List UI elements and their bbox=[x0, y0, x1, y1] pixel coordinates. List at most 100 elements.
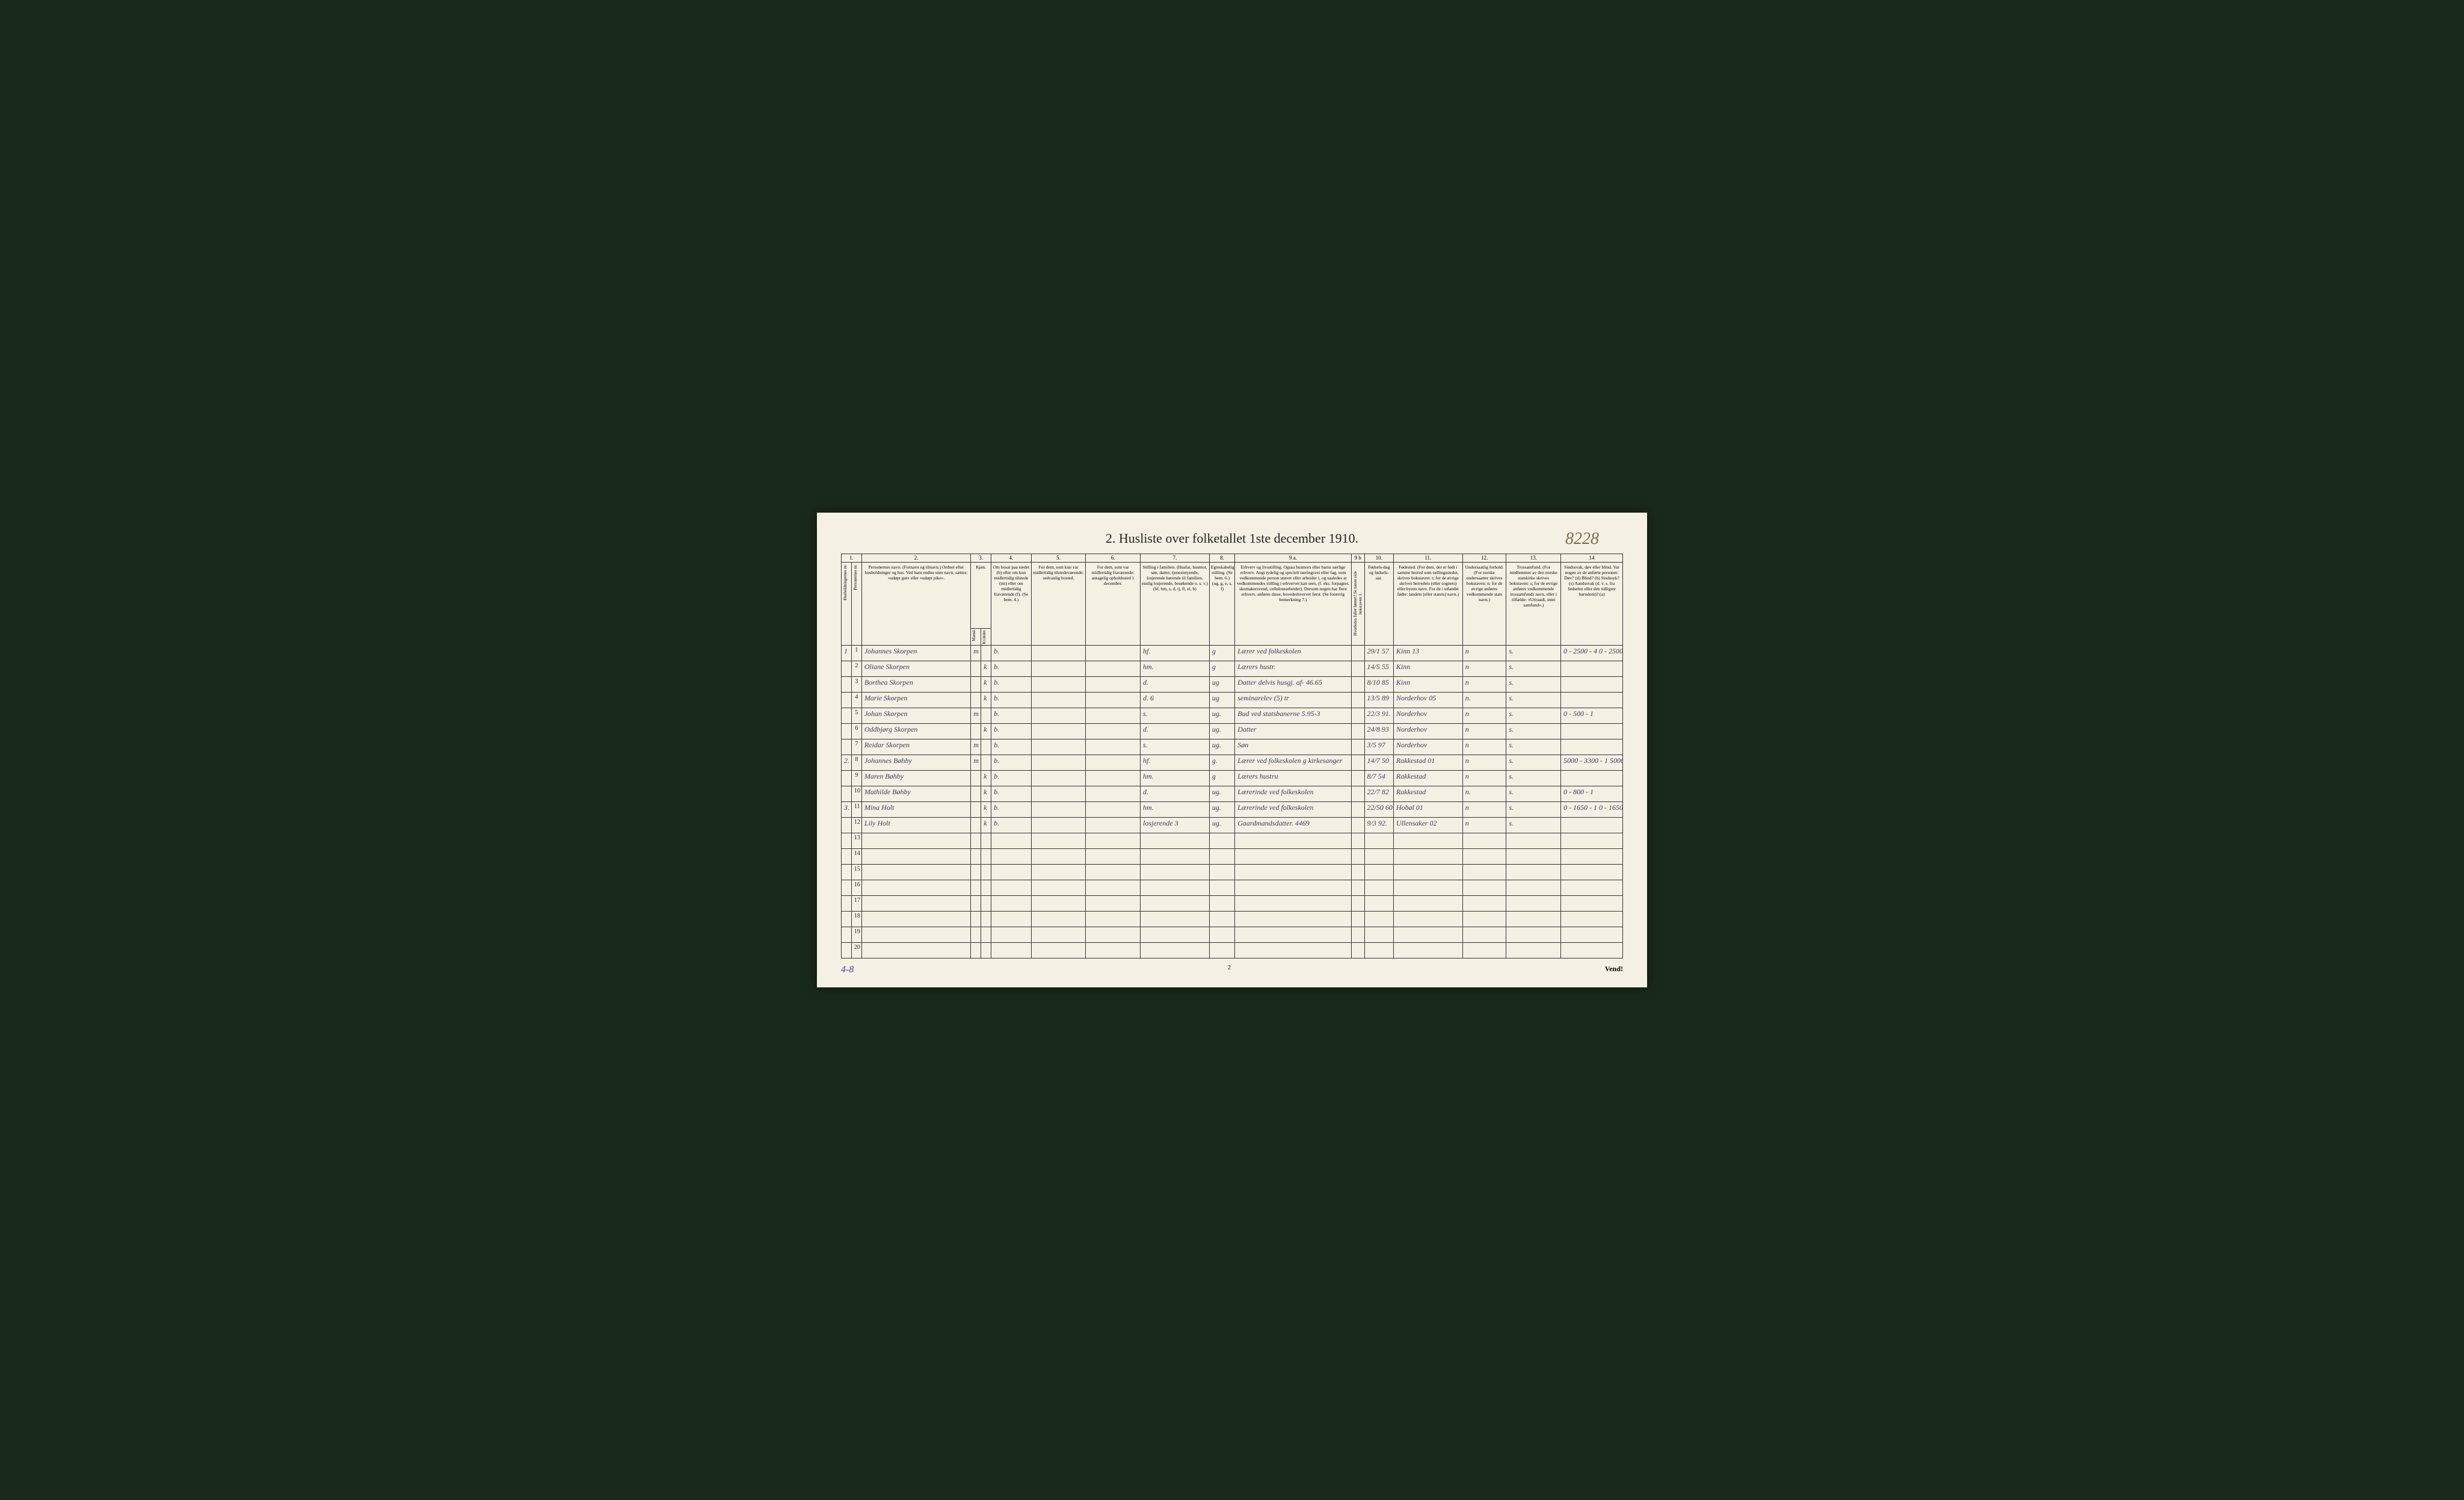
cell-hh bbox=[842, 723, 852, 739]
cell-hh bbox=[842, 927, 852, 942]
cell-egte: ug. bbox=[1209, 786, 1234, 801]
cell-hoved bbox=[1351, 880, 1364, 895]
cell-m: m bbox=[971, 739, 981, 755]
cell-hoved bbox=[1351, 739, 1364, 755]
cell-fsted: Rakkestad bbox=[1393, 770, 1462, 786]
cell-hoved bbox=[1351, 723, 1364, 739]
cell-frav bbox=[1086, 786, 1141, 801]
cell-m bbox=[971, 864, 981, 880]
cell-bosat: b. bbox=[991, 676, 1032, 692]
cell-tilstede bbox=[1031, 723, 1086, 739]
cell-k bbox=[981, 927, 991, 942]
cell-pn: 18 bbox=[851, 911, 861, 927]
cell-name bbox=[861, 895, 970, 911]
hdr-sinds: Sindssvak, døv eller blind. Var nogen av… bbox=[1561, 563, 1623, 645]
colnum-8: 8. bbox=[1209, 554, 1234, 563]
cell-pn: 1 bbox=[851, 645, 861, 661]
cell-hh bbox=[842, 739, 852, 755]
cell-tros bbox=[1506, 942, 1561, 958]
cell-erhverv: Datter bbox=[1235, 723, 1352, 739]
cell-stilling: hm. bbox=[1141, 770, 1210, 786]
cell-egte bbox=[1209, 942, 1234, 958]
cell-frav bbox=[1086, 927, 1141, 942]
cell-fdato bbox=[1364, 880, 1393, 895]
cell-frav bbox=[1086, 801, 1141, 817]
cell-bosat: b. bbox=[991, 739, 1032, 755]
cell-sinds bbox=[1561, 676, 1623, 692]
hdr-tilstede: For dem, som kun var midlertidig tilsted… bbox=[1031, 563, 1086, 645]
cell-erhverv: Datter delvis husgj. af- 46.65 bbox=[1235, 676, 1352, 692]
cell-erhverv: Bud ved statsbanerne 5.95-3 bbox=[1235, 708, 1352, 723]
cell-pn: 2 bbox=[851, 661, 861, 676]
cell-fsted bbox=[1393, 911, 1462, 927]
colnum-14: 14 bbox=[1561, 554, 1623, 563]
cell-bosat bbox=[991, 942, 1032, 958]
cell-tilstede bbox=[1031, 645, 1086, 661]
cell-sinds bbox=[1561, 864, 1623, 880]
cell-fdato: 13/5 89 bbox=[1364, 692, 1393, 708]
cell-tilstede bbox=[1031, 833, 1086, 848]
hdr-pn: Personernes nr. bbox=[851, 563, 861, 645]
hdr-name: Personernes navn. (Fornavn og tilnavn.) … bbox=[861, 563, 970, 645]
cell-m bbox=[971, 880, 981, 895]
cell-tilstede bbox=[1031, 848, 1086, 864]
cell-under bbox=[1462, 927, 1506, 942]
cell-hoved bbox=[1351, 786, 1364, 801]
cell-hoved bbox=[1351, 645, 1364, 661]
cell-fsted: Kinn bbox=[1393, 676, 1462, 692]
cell-m bbox=[971, 942, 981, 958]
census-page: 2. Husliste over folketallet 1ste decemb… bbox=[817, 513, 1647, 987]
cell-hh bbox=[842, 880, 852, 895]
cell-egte: g bbox=[1209, 645, 1234, 661]
cell-sinds: 0 - 800 - 1 bbox=[1561, 786, 1623, 801]
cell-frav bbox=[1086, 676, 1141, 692]
cell-egte: g bbox=[1209, 661, 1234, 676]
cell-fsted: Norderhov bbox=[1393, 723, 1462, 739]
cell-under: n bbox=[1462, 676, 1506, 692]
cell-pn: 5 bbox=[851, 708, 861, 723]
cell-frav bbox=[1086, 661, 1141, 676]
cell-hoved bbox=[1351, 864, 1364, 880]
hdr-stilling: Stilling i familien. (Husfar, husmor, sø… bbox=[1141, 563, 1210, 645]
cell-hh bbox=[842, 661, 852, 676]
cell-tilstede bbox=[1031, 708, 1086, 723]
cell-erhverv: Lærerinde ved folkeskolen bbox=[1235, 801, 1352, 817]
cell-m bbox=[971, 786, 981, 801]
cell-frav bbox=[1086, 942, 1141, 958]
cell-pn: 16 bbox=[851, 880, 861, 895]
cell-k: k bbox=[981, 692, 991, 708]
cell-m: m bbox=[971, 755, 981, 770]
cell-hoved bbox=[1351, 755, 1364, 770]
cell-hh bbox=[842, 676, 852, 692]
cell-egte bbox=[1209, 895, 1234, 911]
cell-fsted: Norderhov bbox=[1393, 708, 1462, 723]
cell-k bbox=[981, 755, 991, 770]
cell-fsted: Rakkestad bbox=[1393, 786, 1462, 801]
cell-k bbox=[981, 645, 991, 661]
hdr-under: Undersaatlig forhold. (For norske unders… bbox=[1462, 563, 1506, 645]
cell-tros bbox=[1506, 864, 1561, 880]
cell-fdato: 8/7 54 bbox=[1364, 770, 1393, 786]
cell-sinds: 0 - 1650 - 1 0 - 1650 - 1 bbox=[1561, 801, 1623, 817]
cell-sinds: 0 - 500 - 1 bbox=[1561, 708, 1623, 723]
cell-fsted bbox=[1393, 880, 1462, 895]
cell-fsted bbox=[1393, 942, 1462, 958]
cell-under bbox=[1462, 833, 1506, 848]
cell-name bbox=[861, 833, 970, 848]
cell-fsted bbox=[1393, 895, 1462, 911]
cell-fdato bbox=[1364, 864, 1393, 880]
cell-under: n bbox=[1462, 755, 1506, 770]
cell-bosat bbox=[991, 880, 1032, 895]
cell-frav bbox=[1086, 708, 1141, 723]
cell-bosat: b. bbox=[991, 755, 1032, 770]
table-body: 11Johannes Skorpenmb.hf.gLærer ved folke… bbox=[842, 645, 1623, 958]
header-main-row: Husholdningernes nr. Personernes nr. Per… bbox=[842, 563, 1623, 629]
table-row: 11Johannes Skorpenmb.hf.gLærer ved folke… bbox=[842, 645, 1623, 661]
cell-hoved bbox=[1351, 833, 1364, 848]
cell-name: Reidar Skorpen bbox=[861, 739, 970, 755]
cell-stilling: d. 6 bbox=[1141, 692, 1210, 708]
cell-hh bbox=[842, 770, 852, 786]
cell-fdato: 22/50 60 bbox=[1364, 801, 1393, 817]
cell-k bbox=[981, 739, 991, 755]
cell-hoved bbox=[1351, 911, 1364, 927]
